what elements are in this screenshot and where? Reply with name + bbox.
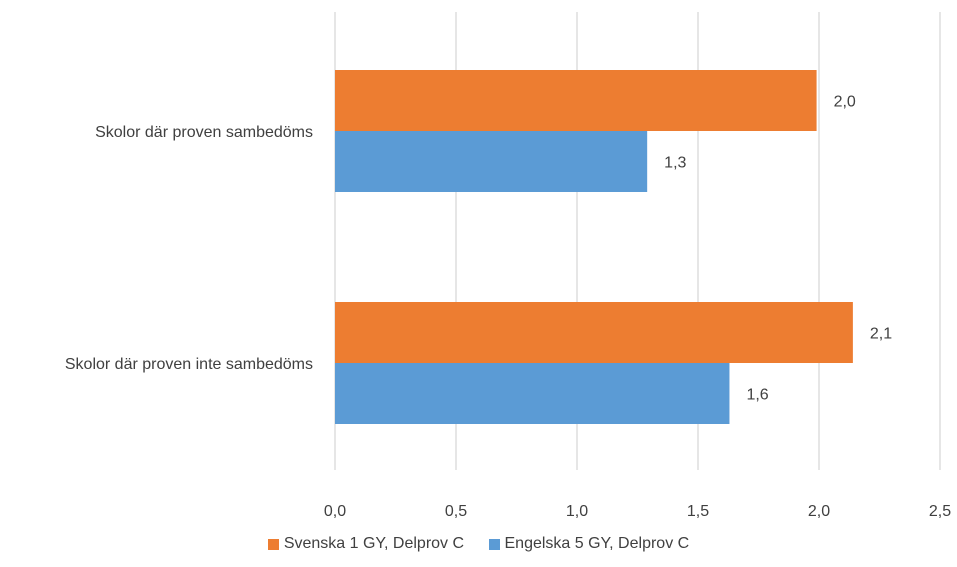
legend-label-engelska: Engelska 5 GY, Delprov C: [504, 535, 690, 552]
data-label-series0-cat0: 2,0: [834, 94, 856, 111]
x-tick-label-3: 1,5: [687, 503, 709, 520]
category-label-0: Skolor där proven sambedöms: [95, 124, 313, 141]
legend-label-svenska: Svenska 1 GY, Delprov C: [283, 535, 465, 552]
x-tick-label-5: 2,5: [929, 503, 951, 520]
x-tick-label-0: 0,0: [324, 503, 346, 520]
category-labels: Skolor där proven sambedöms Skolor där pr…: [65, 124, 313, 373]
category-label-1: Skolor där proven inte sambedöms: [65, 356, 313, 373]
bar-series1-cat1: [335, 363, 730, 424]
data-label-series1-cat0: 1,3: [664, 155, 686, 172]
x-tick-label-1: 0,5: [445, 503, 467, 520]
legend-swatch-svenska: [267, 538, 279, 550]
legend-item-engelska: Engelska 5 GY, Delprov C: [488, 535, 690, 553]
bar-series0-cat1: [335, 302, 853, 363]
x-tick-label-4: 2,0: [808, 503, 830, 520]
legend-swatch-engelska: [488, 538, 500, 550]
data-label-series0-cat1: 2,1: [870, 326, 892, 343]
bars: [335, 70, 853, 424]
legend-item-svenska: Svenska 1 GY, Delprov C: [267, 535, 465, 553]
bar-series1-cat0: [335, 131, 648, 192]
data-label-series1-cat1: 1,6: [746, 387, 768, 404]
x-axis-tick-labels: 0,0 0,5 1,0 1,5 2,0 2,5: [324, 503, 951, 520]
x-tick-label-2: 1,0: [566, 503, 588, 520]
bar-series0-cat0: [335, 70, 817, 131]
legend: Svenska 1 GY, Delprov C Engelska 5 GY, D…: [0, 535, 957, 555]
data-labels: 2,0 2,1 1,3 1,6: [664, 94, 892, 404]
